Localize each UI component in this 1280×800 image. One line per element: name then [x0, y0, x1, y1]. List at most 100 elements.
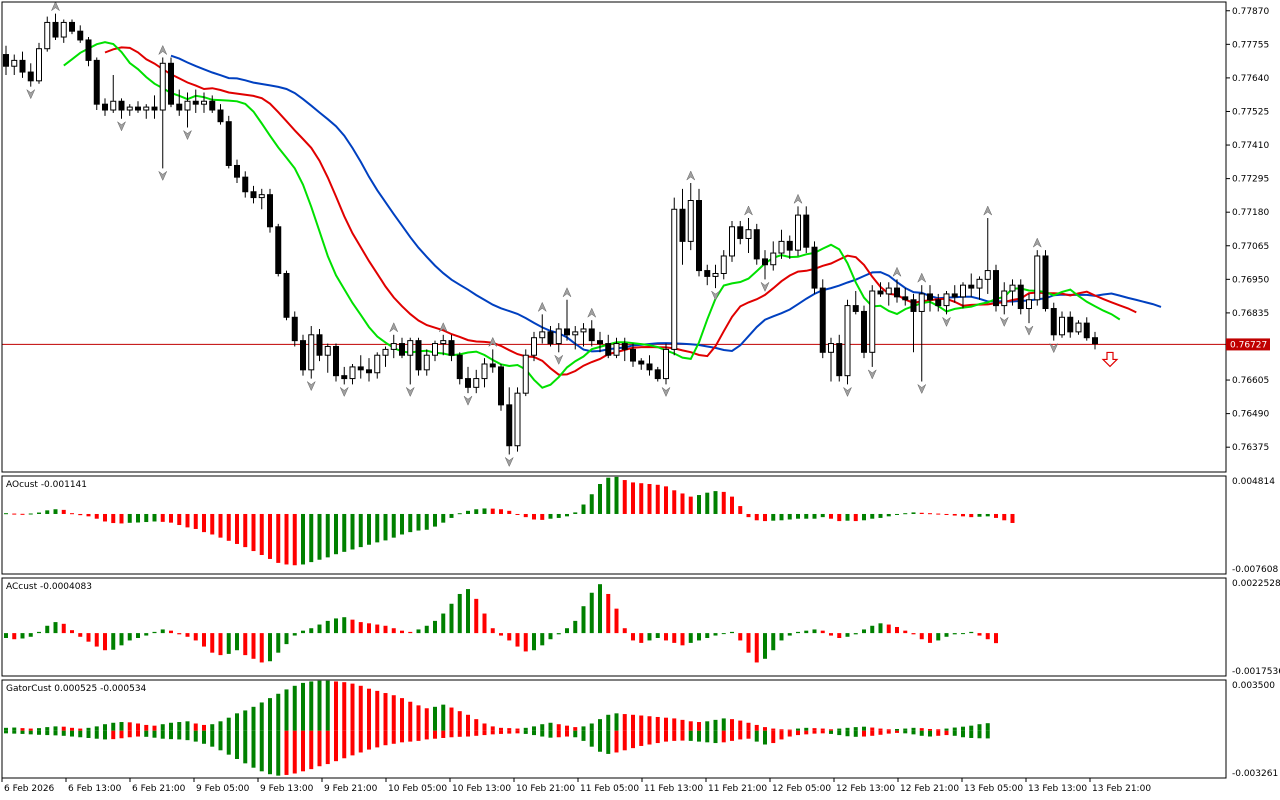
- histogram-bar: [911, 730, 916, 735]
- sell-arrow-icon[interactable]: [1101, 351, 1119, 368]
- histogram-bar: [433, 706, 437, 731]
- histogram-bar: [581, 730, 586, 741]
- histogram-bar: [680, 493, 685, 514]
- candle: [1001, 282, 1008, 315]
- histogram-bar: [276, 730, 281, 776]
- candle-body: [885, 287, 892, 295]
- histogram-bar: [457, 711, 462, 731]
- candle: [654, 366, 661, 382]
- candle: [778, 229, 785, 259]
- histogram-bar: [309, 681, 314, 731]
- histogram-bar: [111, 633, 116, 650]
- gator-indicator-panel[interactable]: GatorCust 0.000525 -0.000534: [4, 680, 990, 776]
- ac-indicator-panel[interactable]: ACcust -0.0004083: [4, 582, 998, 663]
- histogram-bar: [317, 730, 322, 767]
- candle: [1009, 279, 1016, 306]
- histogram-bar: [284, 633, 289, 645]
- time-tick-label: 11 Feb 13:00: [644, 784, 703, 794]
- ao-indicator-panel[interactable]: AOcust -0.001141: [4, 476, 1015, 566]
- histogram-bar: [268, 698, 272, 731]
- histogram-bar: [928, 728, 932, 731]
- histogram-bar: [457, 593, 462, 634]
- price-tick-label: 0.76490: [1232, 410, 1269, 420]
- candle: [531, 331, 537, 362]
- histogram-bar: [631, 730, 635, 749]
- candle: [283, 270, 290, 321]
- histogram-bar: [136, 513, 140, 523]
- fractal-up-icon: [892, 266, 902, 278]
- candle-body: [844, 305, 851, 377]
- histogram-bar: [697, 633, 701, 641]
- histogram-bar: [713, 491, 718, 514]
- candle: [696, 188, 702, 277]
- histogram-bar: [103, 513, 107, 522]
- histogram-bar: [292, 730, 297, 774]
- candle-body: [795, 214, 801, 251]
- candle-body: [621, 343, 628, 350]
- histogram-bar: [383, 693, 388, 731]
- histogram-bar: [367, 623, 371, 634]
- histogram-bar: [523, 727, 528, 731]
- candle: [770, 241, 777, 271]
- histogram-bar: [499, 633, 503, 636]
- histogram-bar: [977, 730, 982, 739]
- histogram-bar: [853, 633, 858, 635]
- candle: [498, 363, 504, 411]
- histogram-bar: [169, 722, 173, 731]
- histogram-bar: [152, 725, 157, 731]
- histogram-bar: [144, 513, 149, 523]
- histogram-bar: [37, 512, 41, 514]
- histogram-bar: [804, 630, 809, 634]
- candle-body: [1075, 322, 1082, 333]
- price-panel[interactable]: [2, 1, 1226, 468]
- histogram-bar: [218, 730, 223, 751]
- histogram-bar: [697, 722, 701, 731]
- histogram-bar: [152, 513, 157, 522]
- histogram-bar: [78, 730, 83, 738]
- histogram-bar: [952, 633, 957, 635]
- candle-body: [291, 316, 298, 342]
- candle-body: [588, 328, 595, 342]
- histogram-bar: [721, 633, 726, 635]
- candle: [605, 334, 612, 359]
- histogram-bar: [878, 623, 883, 634]
- candle: [465, 366, 471, 394]
- candle-body: [3, 54, 9, 67]
- histogram-bar: [28, 633, 33, 637]
- histogram-bar: [713, 633, 718, 636]
- alligator-line: [104, 46, 1137, 376]
- candle: [60, 19, 67, 43]
- histogram-bar: [103, 633, 107, 651]
- candle-body: [27, 71, 34, 82]
- candle: [1026, 293, 1032, 324]
- candle: [258, 188, 265, 210]
- histogram-bar: [210, 513, 215, 535]
- candle: [250, 185, 257, 204]
- histogram-bar: [804, 727, 809, 731]
- candle-body: [275, 226, 282, 274]
- histogram-bar: [581, 606, 586, 634]
- candle: [729, 220, 735, 262]
- histogram-bar: [474, 730, 479, 736]
- candle: [720, 250, 727, 280]
- histogram-bar: [94, 726, 99, 731]
- histogram-bar: [12, 730, 17, 734]
- histogram-bar: [944, 728, 949, 731]
- histogram-bar: [367, 730, 371, 750]
- histogram-bar: [985, 723, 990, 731]
- histogram-bar: [342, 513, 347, 552]
- candle: [192, 89, 199, 113]
- histogram-bar: [210, 724, 215, 731]
- histogram-bar: [903, 630, 908, 634]
- candle: [102, 98, 108, 116]
- histogram-bar: [309, 513, 314, 563]
- histogram-bar: [771, 730, 776, 744]
- candle: [159, 57, 166, 169]
- candle: [803, 206, 810, 254]
- histogram-bar: [911, 512, 916, 514]
- fractal-up-icon: [537, 301, 547, 313]
- histogram-bar: [160, 513, 165, 522]
- histogram-bar: [985, 513, 990, 517]
- candle-body: [951, 293, 958, 298]
